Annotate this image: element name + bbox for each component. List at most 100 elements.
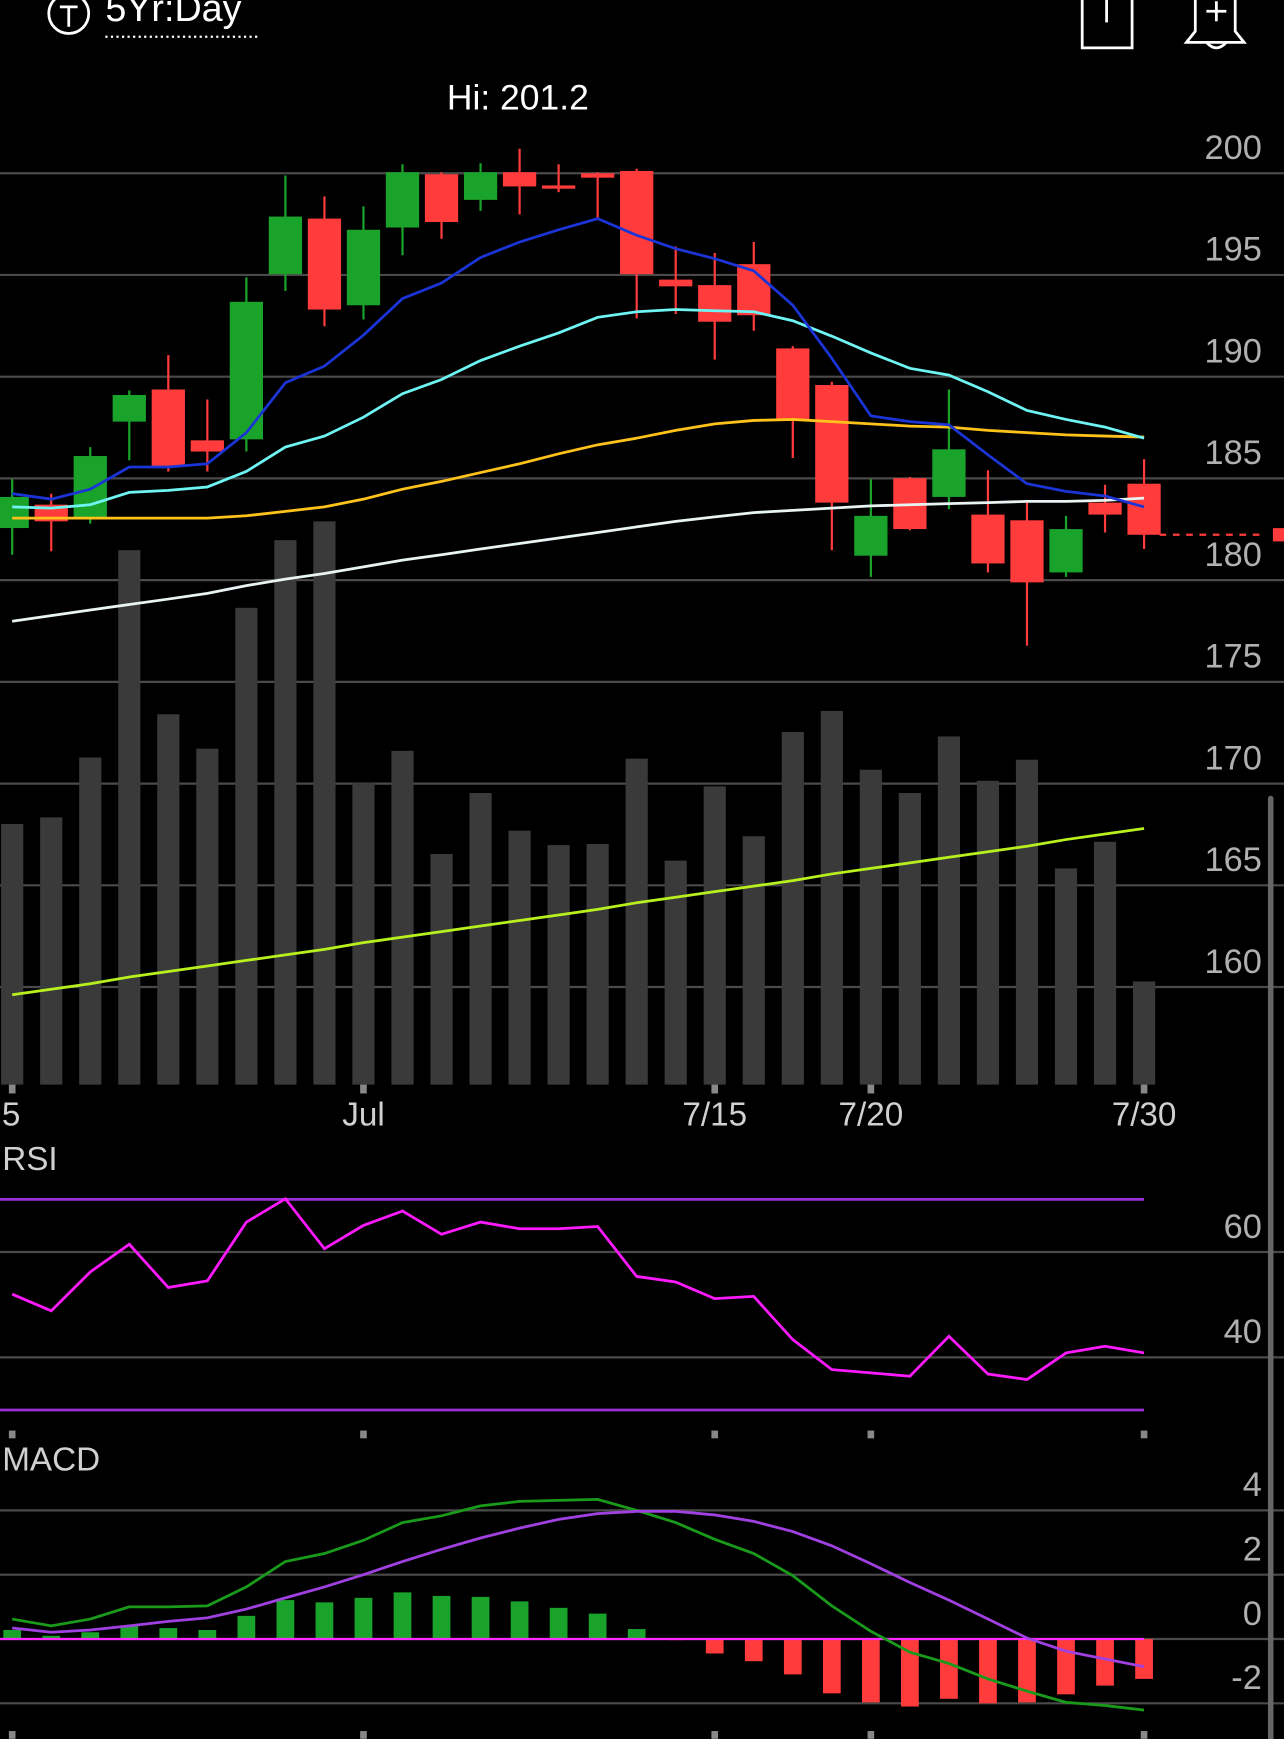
bell-clapper bbox=[1205, 41, 1228, 50]
x-tick-label: 5 bbox=[2, 1097, 21, 1134]
volume-bar bbox=[1054, 868, 1078, 1085]
x-tick-mark bbox=[711, 1430, 719, 1439]
bell-plus bbox=[1206, 1, 1227, 22]
x-tick-mark bbox=[360, 1430, 367, 1439]
volume-bar bbox=[274, 540, 297, 1085]
moving-average-line bbox=[12, 418, 1145, 520]
volume-bar bbox=[1093, 841, 1117, 1085]
volume-bar bbox=[430, 853, 453, 1085]
macd-histogram-bar bbox=[393, 1592, 412, 1640]
macd-histogram-bar bbox=[979, 1639, 997, 1704]
volume-bar bbox=[664, 860, 687, 1085]
volume-bar bbox=[469, 792, 492, 1085]
candle-body bbox=[854, 515, 888, 556]
macd-histogram-bar bbox=[120, 1625, 139, 1640]
candle-body bbox=[776, 348, 810, 420]
macd-histogram-bar bbox=[861, 1639, 880, 1703]
volume-bar bbox=[781, 732, 804, 1085]
volume-bar bbox=[625, 758, 648, 1085]
candle-body bbox=[346, 229, 381, 306]
y-tick-label: 200 bbox=[1204, 129, 1261, 167]
volume-bar bbox=[79, 757, 102, 1085]
volume-bar bbox=[742, 836, 765, 1085]
x-tick-mark bbox=[1140, 1731, 1148, 1739]
volume-bar bbox=[703, 786, 726, 1085]
candle-body bbox=[1127, 483, 1161, 535]
y-tick-label: 0 bbox=[1243, 1595, 1262, 1633]
x-tick-mark bbox=[867, 1430, 875, 1439]
macd-histogram-bar bbox=[510, 1601, 529, 1640]
rsi-line bbox=[11, 1196, 1145, 1381]
volume-bar bbox=[859, 769, 882, 1085]
x-tick-label: 7/30 bbox=[1112, 1097, 1177, 1134]
share-button[interactable] bbox=[1080, 0, 1134, 50]
x-tick-mark bbox=[711, 1731, 719, 1739]
macd-histogram-bar bbox=[159, 1628, 178, 1640]
x-tick-mark bbox=[360, 1084, 367, 1094]
macd-histogram-bar bbox=[705, 1639, 724, 1654]
macd-histogram-bar bbox=[198, 1630, 217, 1640]
candle-body bbox=[1088, 502, 1122, 515]
volume-bar bbox=[1132, 981, 1156, 1085]
range-icon bbox=[47, 0, 91, 35]
macd-histogram-bar bbox=[354, 1597, 373, 1640]
volume-bar bbox=[820, 710, 843, 1085]
volume-average-line bbox=[12, 827, 1145, 997]
candle-body bbox=[1049, 529, 1083, 573]
x-tick-mark bbox=[867, 1731, 875, 1739]
range-label[interactable]: 5Yr:Day bbox=[105, 0, 241, 29]
candle-body bbox=[424, 174, 459, 223]
alert-button[interactable] bbox=[1183, 0, 1247, 50]
y-tick-label: 165 bbox=[1204, 841, 1261, 879]
candle-body bbox=[112, 394, 146, 422]
overlay-layer bbox=[11, 217, 1284, 623]
x-tick-mark bbox=[8, 1084, 16, 1094]
x-tick-mark bbox=[8, 1731, 16, 1739]
y-tick-label: 4 bbox=[1243, 1466, 1262, 1504]
x-tick-mark bbox=[711, 1084, 719, 1094]
bell-icon bbox=[1183, 0, 1247, 44]
moving-average-line bbox=[11, 496, 1145, 623]
volume-layer bbox=[1, 521, 1156, 1085]
range-icon-glyph bbox=[59, 5, 78, 27]
y-tick-label: 175 bbox=[1204, 638, 1261, 676]
indicator-layer bbox=[0, 1196, 1153, 1712]
candle-body bbox=[307, 218, 342, 310]
macd-histogram-bar bbox=[1135, 1639, 1153, 1679]
volume-bar bbox=[1015, 759, 1039, 1085]
macd-histogram-bar bbox=[1057, 1639, 1075, 1695]
range-selector[interactable]: 5Yr:Day bbox=[47, 0, 258, 38]
macd-histogram-bar bbox=[627, 1629, 646, 1640]
x-tick-label: 7/15 bbox=[682, 1097, 747, 1134]
macd-histogram-bar bbox=[42, 1635, 61, 1640]
moving-average-line bbox=[12, 217, 1145, 509]
macd-histogram-bar bbox=[81, 1632, 100, 1640]
last-price-marker bbox=[1272, 528, 1284, 542]
x-tick-mark bbox=[867, 1084, 875, 1094]
macd-histogram-bar bbox=[1018, 1639, 1036, 1703]
y-tick-label: -2 bbox=[1231, 1659, 1262, 1697]
x-tick-label: Jul bbox=[342, 1097, 385, 1134]
macd-histogram-bar bbox=[471, 1596, 490, 1640]
candle-body bbox=[815, 385, 849, 503]
x-tick-mark bbox=[8, 1430, 16, 1439]
y-tick-label: 190 bbox=[1204, 332, 1261, 370]
macd-histogram-bar bbox=[432, 1595, 451, 1640]
candle-body bbox=[151, 389, 185, 466]
candle-body bbox=[541, 185, 576, 189]
volume-bar bbox=[508, 830, 531, 1085]
candle-body bbox=[190, 440, 224, 452]
x-tick-label: 7/20 bbox=[838, 1097, 903, 1134]
volume-bar bbox=[352, 783, 375, 1085]
macd-title: MACD bbox=[2, 1441, 100, 1478]
macd-histogram-bar bbox=[940, 1639, 958, 1699]
candle-body bbox=[659, 279, 693, 287]
candle-body bbox=[463, 172, 498, 200]
y-tick-label: 160 bbox=[1204, 943, 1261, 981]
y-tick-label: 170 bbox=[1204, 739, 1261, 777]
macd-histogram-bar bbox=[315, 1602, 334, 1640]
y-tick-label: 195 bbox=[1204, 231, 1261, 269]
macd-histogram-bar bbox=[588, 1613, 607, 1640]
macd-line bbox=[11, 1498, 1145, 1712]
